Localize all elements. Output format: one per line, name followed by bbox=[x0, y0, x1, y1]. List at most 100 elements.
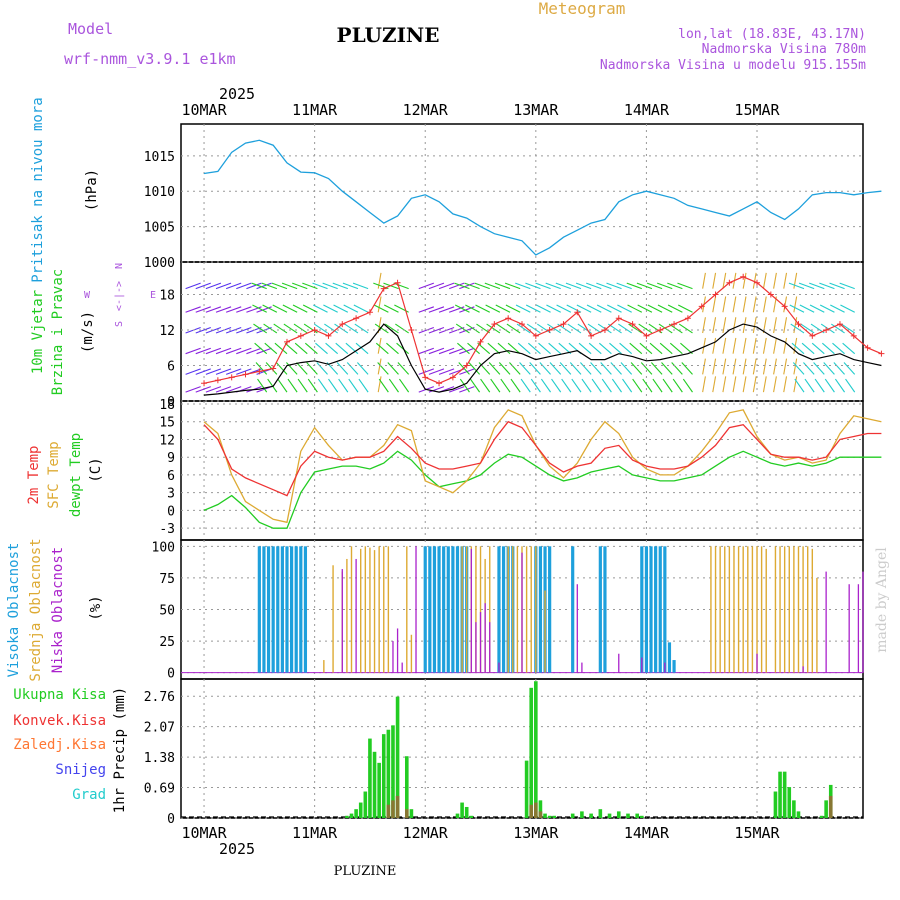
wind-arrow bbox=[277, 378, 288, 393]
compass-e: E bbox=[150, 290, 156, 301]
compass-n: N bbox=[114, 263, 125, 269]
wind-arrow bbox=[667, 304, 683, 313]
wind-arrow bbox=[397, 362, 410, 375]
wind-arrow bbox=[793, 272, 798, 289]
wind-arrow bbox=[636, 282, 653, 290]
wind-arrow bbox=[263, 323, 278, 334]
cloud-high-bar bbox=[428, 546, 432, 673]
wind-gust-marker bbox=[422, 374, 429, 381]
wind-arrow bbox=[449, 282, 465, 290]
wind-arrow bbox=[387, 362, 399, 375]
cloud-low-bar bbox=[862, 571, 864, 673]
wind-arrow bbox=[526, 323, 541, 334]
wind-gust-marker bbox=[698, 303, 705, 310]
wind-gust-marker bbox=[283, 338, 290, 345]
precip-total-bar bbox=[460, 802, 464, 818]
wind-arrow bbox=[246, 282, 262, 290]
precip-total-bar bbox=[455, 813, 460, 818]
wind-arrow bbox=[459, 326, 475, 334]
wind-arrow bbox=[225, 368, 242, 375]
wind-arrow bbox=[610, 362, 622, 375]
wind-arrow bbox=[565, 282, 582, 290]
wind-arrow bbox=[629, 342, 643, 355]
cloud-high-bar bbox=[663, 546, 667, 673]
wind-arrow bbox=[762, 272, 767, 289]
wind-arrow bbox=[809, 304, 825, 313]
wind-arrow bbox=[313, 304, 328, 313]
precip-legend-grad: Grad bbox=[72, 787, 106, 803]
wind-arrow bbox=[438, 306, 455, 313]
precip-mixed-bar bbox=[534, 802, 538, 818]
cloud-high-bar bbox=[289, 546, 294, 673]
wind-gust-marker bbox=[850, 332, 857, 339]
precip-total-bar bbox=[358, 802, 363, 818]
precip-legend-total: Ukupna Kisa bbox=[13, 687, 106, 703]
wind-arrow bbox=[292, 304, 308, 313]
wind-gust-marker bbox=[366, 309, 373, 316]
wind-arrow bbox=[215, 282, 232, 290]
wind-arrow bbox=[293, 323, 308, 334]
wind-arrow bbox=[464, 282, 480, 290]
precip-total-bar bbox=[368, 738, 372, 818]
wind-arrow bbox=[702, 317, 706, 334]
wind-arrow bbox=[484, 282, 501, 290]
wind-arrow bbox=[373, 304, 389, 313]
wind-arrow bbox=[261, 282, 278, 290]
model-label: Model bbox=[68, 20, 113, 38]
wind-arrow bbox=[377, 376, 382, 393]
cloud-low-bar bbox=[618, 653, 620, 673]
cloud-high-bar bbox=[455, 546, 460, 673]
wind-arrow bbox=[488, 362, 501, 375]
y-tick-label: 18 bbox=[159, 398, 175, 413]
cloud-mid-bar bbox=[530, 546, 532, 673]
wind-arrow bbox=[586, 282, 602, 290]
cloud-high-bar bbox=[423, 546, 427, 673]
cloud-high-bar bbox=[294, 546, 298, 673]
wind-arrow bbox=[334, 323, 349, 334]
wind-arrow bbox=[783, 337, 788, 354]
cloud-high-bar bbox=[649, 546, 653, 673]
wind-arrow bbox=[507, 342, 521, 355]
wind-arrow bbox=[742, 272, 747, 289]
wind-arrow bbox=[438, 347, 455, 355]
wind-compass: W E <-|-> N S bbox=[84, 263, 156, 327]
cloud-mid-bar bbox=[489, 546, 491, 673]
wind-arrow bbox=[515, 282, 531, 290]
wind-arrow bbox=[752, 272, 757, 289]
wind-arrow bbox=[536, 323, 551, 334]
wind-side-label-2: Brzina i Pravac bbox=[50, 269, 66, 395]
wind-gust-marker bbox=[242, 371, 249, 378]
wind-arrow bbox=[495, 304, 511, 313]
wind-arrow bbox=[752, 296, 757, 313]
wind-gust-marker bbox=[836, 321, 843, 328]
wind-arrow bbox=[388, 378, 399, 393]
wind-gust-marker bbox=[311, 327, 318, 334]
cloud-mid-bar bbox=[406, 546, 408, 673]
wind-arrow bbox=[256, 326, 272, 334]
wind-arrow bbox=[752, 317, 757, 334]
precip-total-bar bbox=[552, 815, 557, 818]
cloud-mid-bar bbox=[811, 548, 814, 673]
wind-arrow bbox=[494, 282, 511, 290]
y-tick-label: 12 bbox=[159, 324, 175, 339]
wind-arrow bbox=[722, 376, 727, 393]
wind-arrow bbox=[840, 304, 855, 313]
precip-total-bar bbox=[580, 811, 584, 818]
wind-arrow bbox=[185, 368, 201, 375]
x-tick-label-top: 11MAR bbox=[292, 101, 338, 119]
wind-gust-marker bbox=[574, 309, 581, 316]
cloud-low-bar bbox=[498, 662, 500, 673]
wind-gust-marker bbox=[449, 374, 456, 381]
wind-arrow bbox=[642, 378, 653, 393]
cloud-low-bar bbox=[484, 603, 486, 673]
wind-arrow bbox=[545, 282, 561, 290]
wind-arrow bbox=[722, 337, 727, 354]
cloud-mid-bar bbox=[535, 546, 537, 673]
x-tick-label-bottom: 10MAR bbox=[181, 824, 227, 842]
cloud-low-bar bbox=[401, 662, 403, 673]
wind-arrow bbox=[789, 304, 805, 313]
y-tick-label: 25 bbox=[159, 635, 175, 650]
wind-arrow bbox=[336, 362, 349, 375]
wind-arrow bbox=[712, 317, 717, 334]
